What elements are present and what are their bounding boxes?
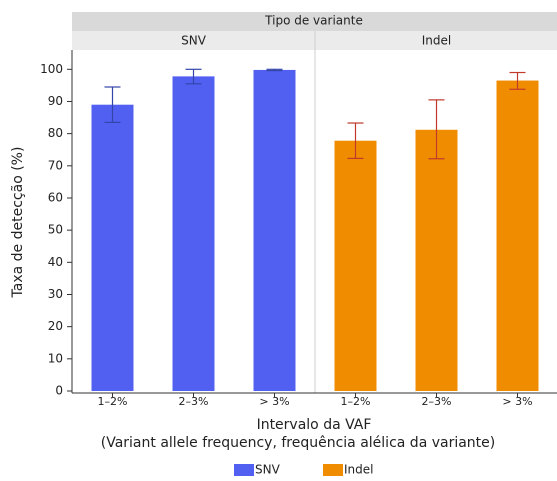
bar [496, 80, 539, 392]
x-tick-label: 1–2% [341, 395, 371, 408]
y-tick-label: 50 [48, 223, 63, 237]
y-tick-label: 30 [48, 287, 63, 301]
x-axis-subtitle: (Variant allele frequency, frequência al… [101, 435, 496, 451]
y-tick-label: 10 [48, 351, 63, 365]
x-tick-label: 2–3% [422, 395, 452, 408]
y-tick-label: 20 [48, 319, 63, 333]
y-tick-label: 40 [48, 255, 63, 269]
x-tick-label: 1–2% [98, 395, 128, 408]
x-tick-label: > 3% [259, 395, 289, 408]
bar [253, 69, 296, 391]
x-tick-label: 2–3% [179, 395, 209, 408]
bar [91, 104, 134, 391]
y-tick-label: 60 [48, 190, 63, 204]
facet-title: Tipo de variante [264, 14, 363, 28]
y-axis-title: Taxa de detecção (%) [10, 147, 26, 299]
bar [415, 129, 458, 391]
legend-swatch [323, 464, 343, 476]
y-tick-label: 80 [48, 126, 63, 140]
y-tick-label: 0 [55, 384, 63, 398]
y-tick-label: 90 [48, 94, 63, 108]
bar [172, 76, 215, 391]
y-tick-label: 70 [48, 158, 63, 172]
legend-label: Indel [344, 463, 373, 477]
x-axis-title: Intervalo da VAF [257, 417, 372, 433]
panel-label: Indel [422, 34, 451, 48]
legend-label: SNV [255, 463, 281, 477]
x-tick-label: > 3% [502, 395, 532, 408]
panel-label: SNV [181, 34, 207, 48]
legend-swatch [234, 464, 254, 476]
facet-header [72, 12, 557, 31]
y-tick-label: 100 [40, 62, 63, 76]
bar [334, 140, 377, 391]
